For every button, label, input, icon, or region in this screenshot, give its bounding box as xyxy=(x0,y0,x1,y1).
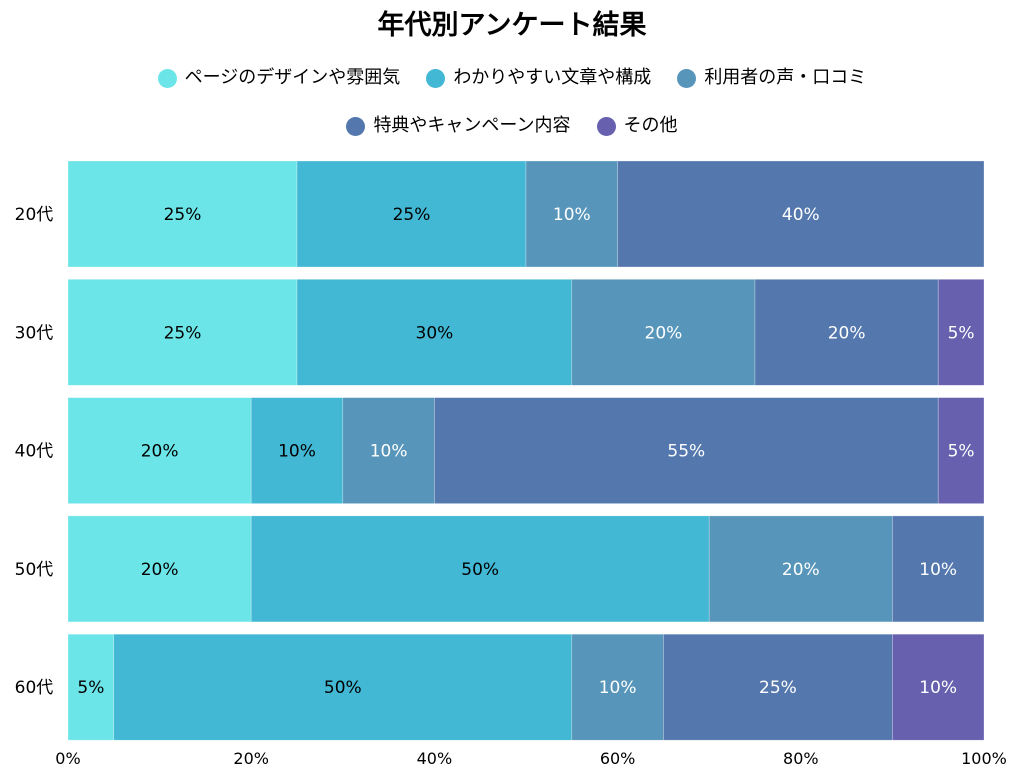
data-label: 25% xyxy=(164,323,202,343)
data-label: 5% xyxy=(77,678,104,698)
legend-row-1: ページのデザインや雰囲気 わかりやすい文章や構成 利用者の声・口コミ xyxy=(0,66,1024,90)
bar-row: 5% 50% 10% 25% 10% xyxy=(67,633,985,741)
x-tick-label: 60% xyxy=(600,749,636,768)
bar-segment[interactable] xyxy=(250,515,710,623)
data-label: 5% xyxy=(948,442,975,462)
data-label: 50% xyxy=(324,678,362,698)
data-label: 30% xyxy=(416,323,454,343)
bar-segment[interactable] xyxy=(342,397,435,504)
legend-swatch-icon xyxy=(677,68,697,88)
data-label: 5% xyxy=(948,323,975,343)
legend-item-campaign[interactable]: 特典やキャンペーン内容 xyxy=(346,114,571,138)
bar-segment[interactable] xyxy=(663,633,893,741)
bar-segment[interactable] xyxy=(250,397,344,504)
bar-segment[interactable] xyxy=(937,397,985,504)
bar-segment[interactable] xyxy=(571,633,664,741)
x-tick-label: 20% xyxy=(233,749,269,768)
bar-segment[interactable] xyxy=(67,397,252,504)
data-label: 25% xyxy=(759,678,797,698)
x-tick-label: 80% xyxy=(783,749,819,768)
bar-segment[interactable] xyxy=(708,515,893,623)
y-tick-label: 20代 xyxy=(15,205,54,225)
bar-row: 20% 50% 20% 10% xyxy=(67,515,985,623)
y-tick-label: 30代 xyxy=(15,323,54,343)
data-label: 10% xyxy=(370,442,408,462)
y-tick-label: 40代 xyxy=(15,442,54,462)
legend-row-2: 特典やキャンペーン内容 その他 xyxy=(0,114,1024,138)
data-label: 20% xyxy=(828,323,866,343)
legend-label: わかりやすい文章や構成 xyxy=(453,67,652,88)
data-label: 10% xyxy=(599,678,637,698)
bar-segment[interactable] xyxy=(67,160,298,268)
bar-segment[interactable] xyxy=(892,515,985,623)
legend-label: 利用者の声・口コミ xyxy=(704,67,867,88)
y-tick-label: 60代 xyxy=(15,678,54,698)
x-tick-label: 0% xyxy=(55,749,80,768)
bar-segment[interactable] xyxy=(67,515,252,623)
data-label: 10% xyxy=(553,205,591,225)
data-label: 20% xyxy=(141,560,179,580)
data-label: 10% xyxy=(919,560,957,580)
data-label: 20% xyxy=(141,442,179,462)
bar-segment[interactable] xyxy=(67,633,115,741)
legend-label: その他 xyxy=(623,115,678,136)
bar-segment[interactable] xyxy=(892,633,985,741)
data-label: 50% xyxy=(461,560,499,580)
data-label: 20% xyxy=(782,560,820,580)
data-label: 10% xyxy=(278,442,316,462)
y-tick-label: 50代 xyxy=(15,560,54,580)
legend-label: ページのデザインや雰囲気 xyxy=(184,67,401,88)
data-label: 20% xyxy=(645,323,683,343)
bar-row: 25% 30% 20% 20% 5% xyxy=(67,278,985,386)
legend-item-other[interactable]: その他 xyxy=(596,114,678,138)
bar-segment[interactable] xyxy=(525,160,618,268)
legend-item-reviews[interactable]: 利用者の声・口コミ xyxy=(677,66,866,90)
data-label: 25% xyxy=(393,205,431,225)
bar-segment[interactable] xyxy=(754,278,939,386)
legend-swatch-icon xyxy=(157,68,177,88)
bar-segment[interactable] xyxy=(571,278,756,386)
legend-swatch-icon xyxy=(426,68,446,88)
legend-item-page-design[interactable]: ページのデザインや雰囲気 xyxy=(157,66,401,90)
legend-item-clear-text[interactable]: わかりやすい文章や構成 xyxy=(426,66,651,90)
data-label: 25% xyxy=(164,205,202,225)
legend-swatch-icon xyxy=(596,116,616,136)
data-label: 10% xyxy=(919,678,957,698)
bar-row: 20% 10% 10% 55% 5% xyxy=(67,397,985,504)
x-tick-label: 100% xyxy=(961,749,1007,768)
data-label: 55% xyxy=(667,442,705,462)
legend-swatch-icon xyxy=(346,116,366,136)
x-tick-label: 40% xyxy=(417,749,453,768)
bar-segment[interactable] xyxy=(67,278,298,386)
bar-segment[interactable] xyxy=(296,160,527,268)
bar-row: 25% 25% 10% 40% xyxy=(67,160,985,268)
legend-label: 特典やキャンペーン内容 xyxy=(373,115,571,136)
bar-segment[interactable] xyxy=(617,160,985,268)
data-label: 40% xyxy=(782,205,820,225)
bar-segment[interactable] xyxy=(113,633,573,741)
bar-segment[interactable] xyxy=(434,397,939,504)
bar-segment[interactable] xyxy=(937,278,985,386)
chart-title: 年代別アンケート結果 xyxy=(377,10,647,41)
